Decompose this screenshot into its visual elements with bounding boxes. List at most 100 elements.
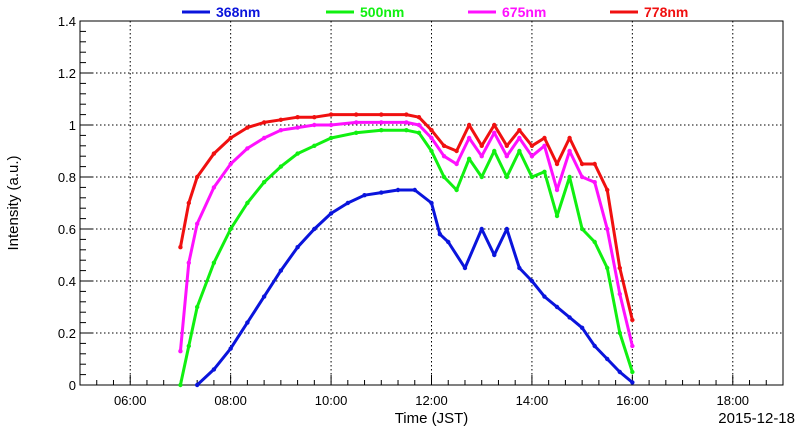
data-point (630, 343, 635, 349)
data-point (186, 343, 191, 349)
data-point (542, 294, 547, 299)
data-point (504, 226, 510, 232)
data-point (617, 291, 623, 297)
x-tick-label: 18:00 (717, 393, 750, 408)
data-point (529, 174, 535, 180)
data-point (567, 135, 572, 141)
data-point (479, 226, 484, 232)
legend-label: 368nm (216, 4, 260, 20)
data-point (446, 239, 451, 245)
legend-label: 675nm (502, 4, 546, 20)
data-point (454, 148, 459, 154)
date-label: 2015-12-18 (718, 410, 795, 427)
data-point (312, 122, 317, 128)
y-tick-label: 1.4 (58, 14, 76, 29)
data-point (429, 148, 434, 154)
data-point (454, 161, 459, 167)
data-point (479, 154, 484, 159)
data-point (504, 143, 510, 148)
series-500nm (178, 128, 635, 388)
legend-label: 500nm (360, 4, 404, 20)
data-point (261, 180, 267, 185)
data-point (592, 161, 597, 167)
data-point (379, 120, 384, 125)
data-point (630, 369, 635, 375)
legend-label: 778nm (644, 4, 688, 20)
data-point (567, 174, 572, 180)
series-675nm (178, 120, 635, 354)
data-point (492, 122, 497, 128)
data-point (278, 117, 284, 123)
data-point (542, 143, 547, 148)
series-line (178, 113, 634, 321)
data-point (312, 143, 317, 148)
data-point (186, 200, 191, 206)
data-point (466, 156, 472, 161)
data-point (404, 128, 409, 133)
data-point (605, 187, 610, 193)
data-point (529, 278, 535, 284)
data-point (211, 185, 217, 190)
data-point (542, 135, 547, 141)
data-point (178, 349, 183, 354)
data-point (479, 143, 484, 148)
data-point (194, 221, 200, 226)
data-point (379, 128, 384, 133)
series-line (178, 128, 634, 386)
x-tick-label: 16:00 (616, 393, 649, 408)
data-point (312, 115, 317, 120)
x-tick-label: 08:00 (214, 393, 247, 408)
series-line (178, 120, 634, 352)
data-point (404, 112, 409, 117)
data-point (592, 239, 597, 245)
y-tick-label: 0.8 (58, 170, 76, 185)
data-point (605, 356, 610, 362)
y-tick-label: 1.2 (58, 66, 76, 81)
data-point (328, 112, 334, 117)
data-point (504, 174, 510, 180)
data-point (353, 130, 359, 135)
data-point (211, 260, 217, 265)
data-point (295, 151, 300, 156)
data-point (261, 294, 267, 299)
x-tick-label: 12:00 (415, 393, 448, 408)
data-point (379, 112, 384, 117)
data-point (194, 382, 200, 388)
data-point (295, 115, 300, 120)
data-point (554, 213, 560, 219)
data-point (454, 187, 459, 193)
data-point (492, 148, 497, 154)
data-point (228, 346, 233, 351)
data-point (295, 125, 300, 130)
data-point (479, 174, 484, 180)
series-778nm (178, 112, 635, 323)
data-point (395, 187, 401, 193)
data-point (328, 135, 334, 141)
data-point (554, 187, 560, 193)
data-point (517, 148, 522, 154)
data-point (278, 164, 284, 169)
data-point (278, 268, 284, 273)
data-point (404, 120, 409, 125)
data-point (245, 320, 250, 325)
data-point (492, 252, 497, 258)
y-tick-label: 0.2 (58, 326, 76, 341)
data-point (529, 154, 535, 159)
data-point (245, 200, 250, 206)
data-point (416, 115, 422, 120)
y-tick-label: 0.4 (58, 274, 76, 289)
data-point (630, 317, 635, 323)
data-point (554, 161, 560, 167)
data-point (554, 304, 560, 310)
data-point (194, 304, 200, 310)
data-point (353, 120, 359, 125)
data-point (186, 260, 191, 265)
data-point (605, 226, 610, 232)
y-tick-label: 0.6 (58, 222, 76, 237)
data-point (228, 161, 233, 167)
data-point (261, 120, 267, 125)
data-point (441, 143, 447, 148)
data-point (312, 226, 317, 232)
series-line (196, 188, 634, 387)
